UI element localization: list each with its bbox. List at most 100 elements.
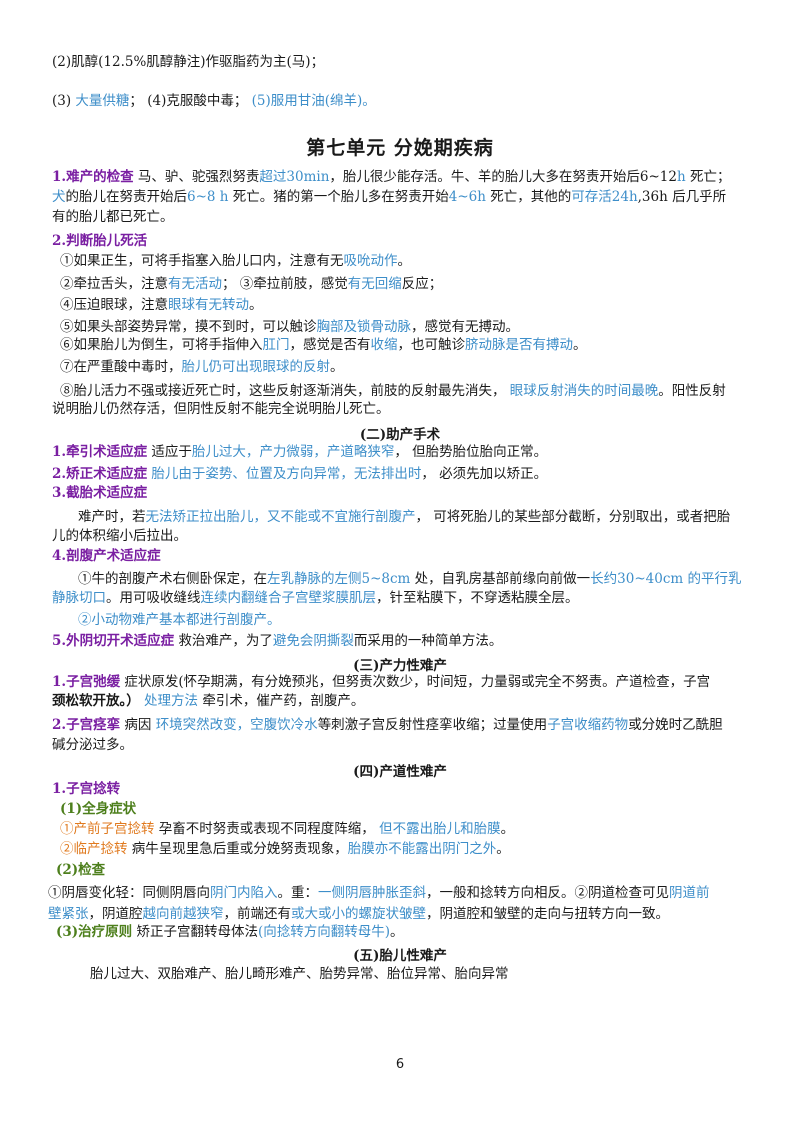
subheading: (2)检查 xyxy=(56,861,105,879)
paragraph-line: ⑧胎儿活力不强或接近死亡时，这些反射逐渐消失，前肢的反射最先消失， 眼球反射消失… xyxy=(60,382,726,400)
paragraph-line: ①阴唇变化轻：同侧阴唇向阴门内陷入。重：一侧阴唇肿胀歪斜，一般和捻转方向相反。②… xyxy=(48,884,710,902)
text: 死亡。猪的第一个胎儿多在努责开始 xyxy=(228,189,449,205)
paragraph-line: 儿的体积缩小后拉出。 xyxy=(52,527,187,545)
text: ，感觉有无搏动。 xyxy=(411,319,519,335)
section-heading: 1.子宫弛缓 xyxy=(52,674,121,690)
highlight-text: 胎儿仍可出现眼球的反射 xyxy=(181,359,331,375)
subsection-title: (二)助产手术 xyxy=(359,427,441,443)
paragraph-line: 1.子宫弛缓 症状原发(怀孕期满，有分娩预兆，但努责次数少，时间短，力量弱或完全… xyxy=(52,673,710,691)
paragraph-line: 胎儿过大、双胎难产、胎儿畸形难产、胎势异常、胎位异常、胎向异常 xyxy=(90,965,509,983)
text: ， 可将死胎儿的某些部分截断，分别取出，或者把胎 xyxy=(415,509,731,525)
paragraph-line: ①如果正生，可将手指塞入胎儿口内，注意有无吸吮动作。 xyxy=(60,252,411,270)
section-heading: 5.外阴切开术适应症 xyxy=(52,633,175,649)
text: ，阴道腔 xyxy=(88,906,143,922)
paragraph-line: 颈松软开放。） 处理方法 牵引术，催产药，剖腹产。 xyxy=(52,692,364,710)
text: ⑤如果头部姿势异常，摸不到时，可以触诊 xyxy=(60,319,317,335)
text: 病因 xyxy=(120,717,156,733)
text: 孕畜不时努责或表现不同程度阵缩， xyxy=(154,821,380,837)
highlight-text: 无法矫正拉出胎儿，又不能或不宜施行剖腹产 xyxy=(145,509,416,525)
paragraph-line: 2.矫正术适应症 胎儿由于姿势、位置及方向异常，无法排出时， 必须先加以矫正。 xyxy=(52,465,547,483)
text: ②牵拉舌头，注意 xyxy=(60,276,168,292)
paragraph-line: ①牛的剖腹产术右侧卧保定，在左乳静脉的左侧5~8cm 处，自乳房基部前缘向前做一… xyxy=(78,570,741,588)
text: 。 xyxy=(397,253,412,269)
highlight-text: 收缩 xyxy=(370,337,398,353)
text: ； ③牵拉前肢，感觉 xyxy=(222,276,348,292)
highlight-text: 有无回缩 xyxy=(347,276,402,292)
paragraph-line: 碱分泌过多。 xyxy=(52,736,133,754)
text: ④压迫眼球，注意 xyxy=(60,297,168,313)
text: (3) xyxy=(52,93,76,109)
section-heading: 2.矫正术适应症 xyxy=(52,466,148,482)
paragraph-line: 2.子宫痉挛 病因 环境突然改变，空腹饮冷水等刺激子宫反射性痉挛收缩；过量使用子… xyxy=(52,716,723,734)
text: 胎儿过大、双胎难产、胎儿畸形难产、胎势异常、胎位异常、胎向异常 xyxy=(90,966,509,982)
subheading-text: (1)全身症状 xyxy=(60,801,137,817)
text: 。 xyxy=(249,297,263,313)
highlight-text: (5)服用甘油(绵羊)。 xyxy=(251,93,376,109)
text: 。 xyxy=(500,821,515,837)
text: 有的胎儿都已死亡。 xyxy=(52,209,174,225)
section-heading: 1.难产的检查 xyxy=(52,169,134,185)
text: ①阴唇变化轻：同侧阴唇向 xyxy=(48,885,210,901)
highlight-text: 4~6h xyxy=(448,189,486,205)
section-heading: 1.子宫捻转 xyxy=(52,780,120,798)
text: 说明胎儿仍然存活，但阴性反射不能完全说明胎儿死亡。 xyxy=(52,401,390,417)
text: ， 但胎势胎位胎向正常。 xyxy=(394,444,548,460)
highlight-text: 避免会阴撕裂 xyxy=(272,633,354,649)
highlight-text: 眼球反射消失的时间最晚 xyxy=(509,383,659,399)
subheading-text: (3)治疗原则 xyxy=(56,924,133,940)
highlight-text: 连续内翻缝合子宫壁浆膜肌层 xyxy=(200,590,377,606)
highlight-text: 或大或小的螺旋状皱壁 xyxy=(291,906,426,922)
highlight-text: 越向前越狭窄 xyxy=(142,906,224,922)
text: 病牛呈现里急后重或分娩努责现象， xyxy=(127,841,348,857)
text: ， 必须先加以矫正。 xyxy=(421,466,548,482)
highlight-text: 有无活动 xyxy=(168,276,222,292)
text: 死亡； xyxy=(685,169,731,185)
paragraph-line: ②牵拉舌头，注意有无活动； ③牵拉前肢，感觉有无回缩反应； xyxy=(60,275,442,293)
highlight-text: 胎儿由于姿势、位置及方向异常，无法排出时 xyxy=(151,466,422,482)
highlight-text: 但不露出胎儿和胎膜 xyxy=(379,821,501,837)
text: 的胎儿在努责开始后 xyxy=(65,189,188,205)
paragraph-line: (3) 大量供糖； (4)克服酸中毒； (5)服用甘油(绵羊)。 xyxy=(52,92,376,110)
highlight-text: 环境突然改变，空腹饮冷水 xyxy=(155,717,318,733)
paragraph-line: ⑥如果胎儿为倒生，可将手指伸入肛门，感觉是否有收缩，也可触诊脐动脉是否有搏动。 xyxy=(60,336,587,354)
highlight-text: 壁紧张 xyxy=(48,906,89,922)
highlight-text: 超过30min xyxy=(259,169,330,185)
text: ⑧胎儿活力不强或接近死亡时，这些反射逐渐消失，前肢的反射最先消失， xyxy=(60,383,510,399)
highlight-text: 阴门内陷入 xyxy=(210,885,278,901)
text: 。 xyxy=(330,359,344,375)
highlight-text: 左乳静脉的左侧5~8cm xyxy=(267,571,411,587)
highlight-text: 大量供糖 xyxy=(75,93,130,109)
section-heading: 2.判断胎儿死活 xyxy=(52,232,147,250)
highlight-text: 胎儿过大，产力微弱，产道略狭窄 xyxy=(191,444,395,460)
text: 。 xyxy=(573,337,587,353)
paragraph-line: 犬的胎儿在努责开始后6~8 h 死亡。猪的第一个胎儿多在努责开始4~6h 死亡，… xyxy=(52,188,726,206)
text: 矫正子宫翻转母体法 xyxy=(132,924,258,940)
subheading: (1)全身症状 xyxy=(60,800,136,818)
highlight-text: (向捻转方向翻转母牛) xyxy=(257,924,391,940)
orange-text: ②临产捻转 xyxy=(60,841,128,857)
text: ，阴道腔和皱壁的走向与扭转方向一致。 xyxy=(426,906,669,922)
paragraph-line: ②小动物难产基本都进行剖腹产。 xyxy=(78,611,281,629)
highlight-text: 胸部及锁骨动脉 xyxy=(316,319,412,335)
text: ，一般和捻转方向相反。②阴道检查可见 xyxy=(426,885,669,901)
text: 马、驴、驼强烈努责 xyxy=(133,169,260,185)
highlight-text: 犬 xyxy=(52,189,66,205)
paragraph-line: ⑤如果头部姿势异常，摸不到时，可以触诊胸部及锁骨动脉，感觉有无搏动。 xyxy=(60,318,519,336)
highlight-text: 肛门 xyxy=(262,337,290,353)
highlight-text: 6~8 h xyxy=(187,189,229,205)
text: ，前端还有 xyxy=(223,906,292,922)
section-heading: 2.子宫痉挛 xyxy=(52,717,121,733)
text: ,36h 后几乎所 xyxy=(637,189,727,205)
paragraph-line: (2)肌醇(12.5%肌醇静注)作驱脂药为主(马)； xyxy=(52,53,324,71)
text: 适应于 xyxy=(147,444,192,460)
paragraph-line: 1.难产的检查 马、驴、驼强烈努责超过30min，胎儿很少能存活。牛、羊的胎儿大… xyxy=(52,168,730,186)
paragraph-line: ①产前子宫捻转 孕畜不时努责或表现不同程度阵缩， 但不露出胎儿和胎膜。 xyxy=(60,820,514,838)
highlight-text: 阴道前 xyxy=(669,885,710,901)
text: ①如果正生，可将手指塞入胎儿口内，注意有无 xyxy=(60,253,344,269)
text: ，也可触诊 xyxy=(397,337,466,353)
section-heading: 4.剖腹产术适应症 xyxy=(52,547,161,565)
paragraph-line: 壁紧张，阴道腔越向前越狭窄，前端还有或大或小的螺旋状皱壁，阴道腔和皱壁的走向与扭… xyxy=(48,905,669,923)
text: ，胎儿很少能存活。牛、羊的胎儿大多在努责开始后6~12 xyxy=(329,169,677,185)
highlight-text: 眼球有无转动 xyxy=(168,297,249,313)
highlight-text: 吸吮动作 xyxy=(343,253,398,269)
